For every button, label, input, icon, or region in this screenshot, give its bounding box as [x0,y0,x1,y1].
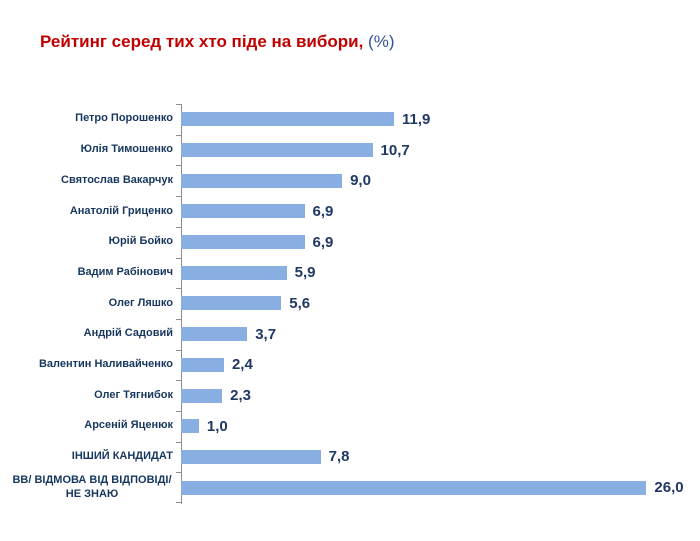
plot-area: 1,0 [181,411,696,442]
bar [181,265,287,280]
bar [181,388,223,403]
chart-title-main: Рейтинг серед тих хто піде на вибори, [40,32,364,51]
axis-tick [176,288,181,289]
plot-area: 6,9 [181,196,696,227]
axis-tick [176,502,181,504]
plot-area: 5,9 [181,257,696,288]
chart-row: Юлія Тимошенко 10,7 [11,135,696,166]
chart-row: ІНШИЙ КАНДИДАТ 7,8 [11,442,696,473]
plot-area: 10,7 [181,135,696,166]
value-label: 2,3 [230,387,252,405]
value-label: 7,8 [328,448,350,466]
chart-row: Юрій Бойко 6,9 [11,227,696,258]
bar [181,112,394,127]
value-label: 6,9 [312,202,334,220]
axis-tick [176,196,181,197]
chart-row: Арсеній Яценюк 1,0 [11,411,696,442]
bar [181,296,282,311]
axis-tick [176,258,181,259]
bar-chart: Петро Порошенко 11,9 Юлія Тимошенко 10,7 Свя… [11,104,696,504]
plot-area: 2,3 [181,380,696,411]
bar [181,204,305,219]
bar [181,449,321,464]
value-label: 5,9 [294,264,316,282]
chart-row: Святослав Вакарчук 9,0 [11,165,696,196]
plot-area: 26,0 [181,472,696,503]
chart-row: Валентин Наливайченко 2,4 [11,350,696,381]
category-label: Андрій Садовий [83,327,173,340]
value-label: 6,9 [312,233,334,251]
category-label: Валентин Наливайченко [38,357,173,370]
category-label: Арсеній Яценюк [84,419,173,432]
chart-title-percent: (%) [363,32,395,51]
plot-area: 2,4 [181,350,696,381]
plot-area: 9,0 [181,165,696,196]
axis-tick [176,472,181,473]
chart-row: Олег Тягнибок 2,3 [11,380,696,411]
value-label: 3,7 [255,325,277,343]
category-label: Олег Тягнибок [94,388,173,401]
chart-row: Анатолій Гриценко 6,9 [11,196,696,227]
category-label: Петро Порошенко [75,112,173,125]
axis-tick [176,442,181,443]
bar [181,357,224,372]
plot-area: 3,7 [181,319,696,350]
axis-tick [176,227,181,228]
plot-area: 6,9 [181,227,696,258]
bar [181,173,343,188]
chart-row: Петро Порошенко 11,9 [11,104,696,135]
chart-title: Рейтинг серед тих хто піде на вибори, (%… [40,32,394,52]
axis-tick [176,135,181,136]
chart-row: Андрій Садовий 3,7 [11,319,696,350]
category-label: Святослав Вакарчук [61,173,173,186]
bar [181,143,373,158]
value-label: 9,0 [350,172,371,190]
value-label: 10,7 [380,141,410,159]
bar [181,480,647,495]
category-label: ВВ/ ВІДМОВА ВІД ВІДПОВІДІ/ НЕ ЗНАЮ [12,473,172,500]
category-label: Олег Ляшко [108,296,173,309]
value-label: 26,0 [654,479,684,497]
axis-tick [176,350,181,351]
category-label: Юлія Тимошенко [80,143,173,156]
value-label: 2,4 [231,356,253,374]
plot-area: 7,8 [181,442,696,473]
value-label: 5,6 [289,294,311,312]
category-label: ІНШИЙ КАНДИДАТ [71,450,173,463]
category-label: Юрій Бойко [108,235,173,248]
axis-tick [176,104,181,105]
plot-area: 11,9 [181,104,696,135]
value-label: 1,0 [206,417,228,435]
bar [181,327,248,342]
bar [181,419,199,434]
category-label: Анатолій Гриценко [69,204,173,217]
category-label: Вадим Рабінович [77,265,173,278]
axis-tick [176,380,181,381]
bar [181,235,305,250]
axis-tick [176,319,181,320]
chart-row: Олег Ляшко 5,6 [11,288,696,319]
chart-row: ВВ/ ВІДМОВА ВІД ВІДПОВІДІ/ НЕ ЗНАЮ 26,0 [11,472,696,503]
value-label: 11,9 [402,110,431,128]
axis-tick [176,411,181,412]
chart-row: Вадим Рабінович 5,9 [11,257,696,288]
plot-area: 5,6 [181,288,696,319]
axis-tick [176,165,181,166]
